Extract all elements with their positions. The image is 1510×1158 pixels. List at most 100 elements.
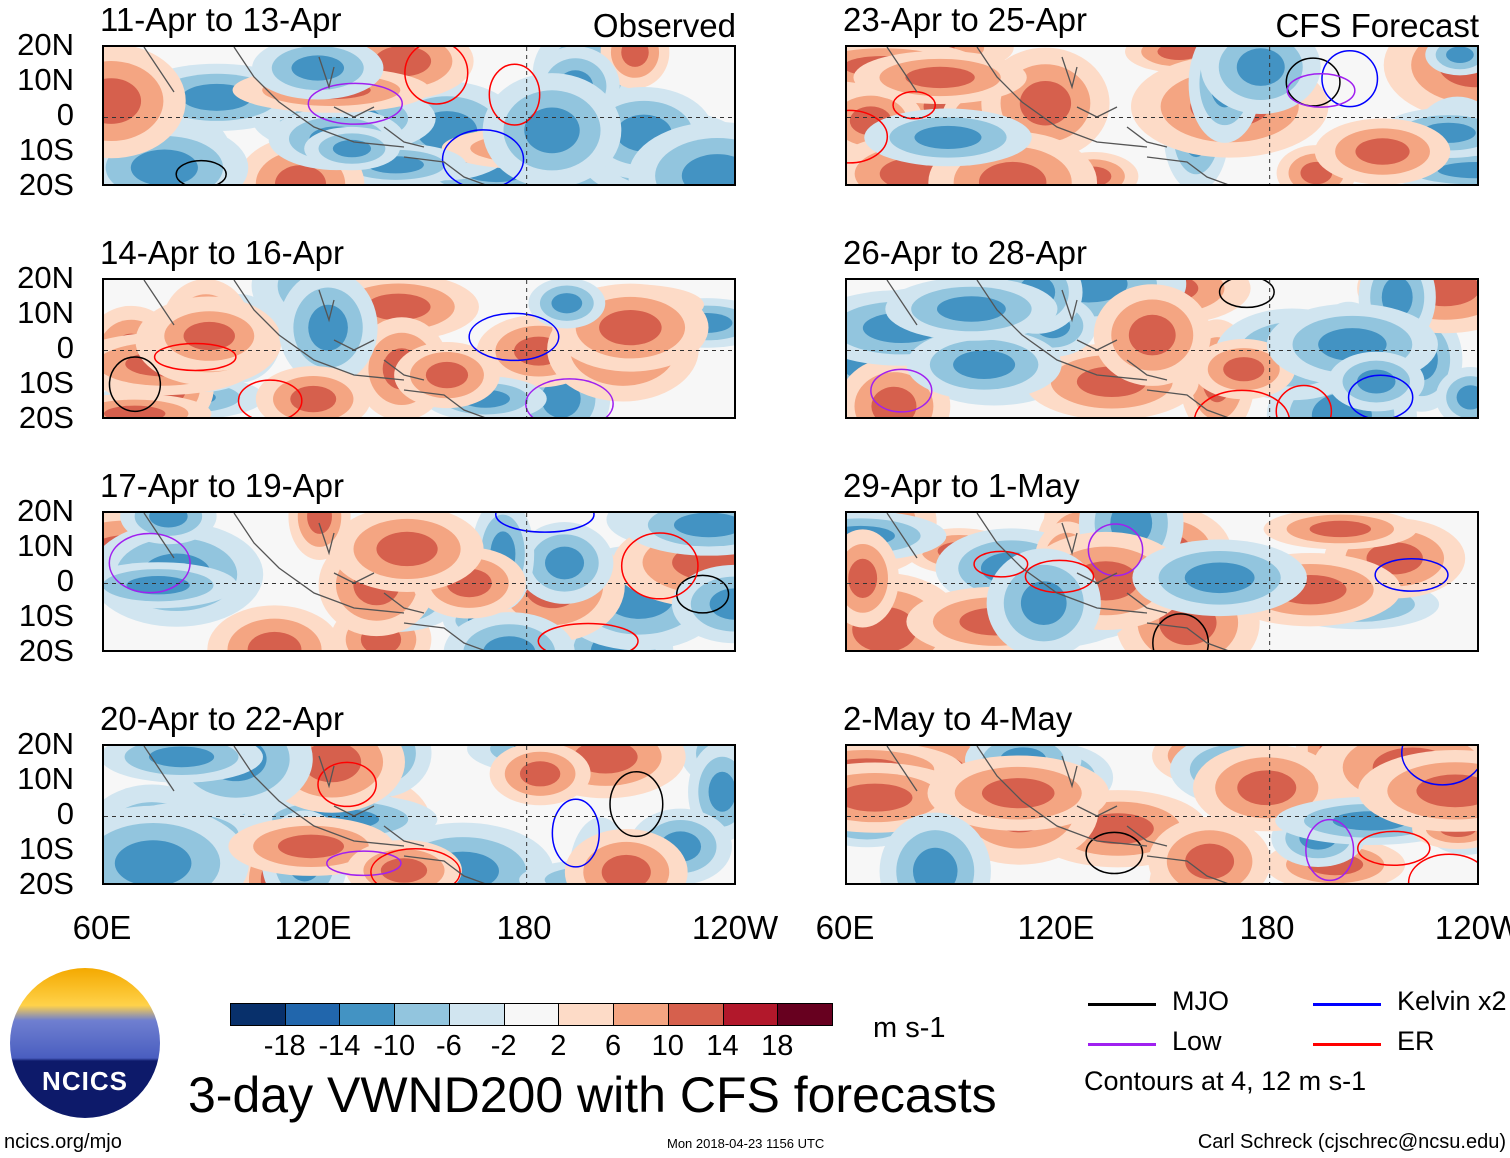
lat-tick-label: 20N [17,726,74,761]
positive-wind-shading [519,761,561,787]
wave-contour [1024,559,1095,594]
wave-contour [1085,831,1144,875]
wave-contour [108,532,191,594]
wave-contour [1357,830,1431,867]
negative-wind-shading [148,746,215,768]
wave-contour [537,622,639,650]
negative-wind-shading [130,149,198,184]
map-panel [845,278,1479,419]
legend-label: MJO [1172,986,1229,1016]
colorbar-label: 10 [651,1030,684,1062]
panel-title: 26-Apr to 28-Apr [843,234,1087,271]
wave-contour [1194,389,1290,417]
positive-wind-shading [374,47,432,77]
panel-title: 29-Apr to 1-May [843,467,1080,504]
lat-tick-label: 20S [18,400,74,435]
wave-contour [1401,746,1477,786]
negative-wind-shading [914,125,982,149]
wave-contour [1407,853,1477,883]
legend-label: Kelvin x2 [1397,986,1507,1016]
lat-tick-label: 0 [56,563,74,598]
positive-wind-shading [1416,774,1477,808]
lat-tick-label: 10N [17,761,74,796]
negative-wind-shading [1020,581,1067,626]
negative-wind-shading [1456,385,1477,410]
wave-contour [153,342,237,372]
logo-text: NCICS [42,1066,128,1096]
colorbar-swatch [503,1003,560,1026]
field-map [104,746,734,883]
lat-tick-label: 0 [56,330,74,365]
wave-contour [870,368,933,413]
negative-wind-shading [483,636,536,650]
wave-contour [1321,50,1379,108]
wave-contour [620,532,699,600]
colorbar-swatch [667,1003,724,1026]
negative-wind-shading [524,107,580,154]
lat-tick-label: 10S [18,598,74,633]
positive-wind-shading [1223,357,1265,382]
positive-wind-shading [183,321,235,351]
wave-contour [1305,818,1355,882]
map-panel [102,511,736,652]
lat-tick-label: 0 [56,796,74,831]
negative-wind-shading [912,847,958,883]
negative-wind-shading [291,55,345,81]
lat-tick-label: 10N [17,62,74,97]
positive-wind-shading [1309,520,1371,538]
legend-line [1088,1043,1156,1046]
lon-tick-label: 120W [1434,909,1510,946]
positive-wind-shading [871,386,917,417]
wave-contour [847,109,889,164]
panel-corner-label: Observed [592,7,736,44]
negative-wind-shading [1236,48,1285,86]
lat-tick-label: 10S [18,132,74,167]
negative-wind-shading [681,154,734,184]
field-map [847,280,1477,417]
panel-title: 14-Apr to 16-Apr [100,234,344,271]
negative-wind-shading [541,379,581,417]
wave-contour [675,574,730,614]
positive-wind-shading [847,783,913,812]
positive-wind-shading [981,778,1055,809]
wave-contour [609,771,664,838]
lat-tick-label: 20N [17,493,74,528]
wave-contour [1374,557,1449,592]
positive-wind-shading [380,858,428,883]
positive-wind-shading [1128,314,1176,356]
lon-tick-label: 180 [496,909,552,946]
wave-contour [1218,280,1275,309]
wave-contour [468,312,560,362]
positive-wind-shading [104,78,142,124]
lon-tick-label: 180 [1239,909,1295,946]
wave-contour [317,761,377,808]
positive-wind-shading [905,66,975,89]
lat-tick-label: 20N [17,27,74,62]
wave-contour [1286,73,1356,108]
positive-wind-shading [277,834,345,859]
field-map [847,47,1477,184]
positive-wind-shading [425,361,469,389]
map-panel [845,45,1479,186]
field-map [104,513,734,650]
lat-tick-label: 10N [17,295,74,330]
lon-tick-label: 60E [72,909,132,946]
colorbar-swatch [613,1003,669,1026]
colorbar-label: 14 [706,1030,739,1062]
colorbar-label: -18 [263,1030,306,1062]
positive-wind-shading [247,631,302,650]
field-map [104,280,734,417]
legend-line [1313,1003,1381,1006]
footer-timestamp: Mon 2018-04-23 1156 UTC [667,1136,825,1151]
positive-wind-shading [1082,813,1154,845]
positive-wind-shading [621,47,649,67]
footer-url: ncics.org/mjo [4,1131,122,1153]
lat-tick-label: 0 [56,97,74,132]
panel-title: 23-Apr to 25-Apr [843,1,1087,38]
colorbar-swatch [558,1003,615,1026]
negative-wind-shading [308,304,348,351]
wave-contour [1285,57,1341,107]
wave-contour [1087,523,1144,577]
colorbar-swatch [394,1003,450,1026]
colorbar-swatch [284,1003,341,1026]
